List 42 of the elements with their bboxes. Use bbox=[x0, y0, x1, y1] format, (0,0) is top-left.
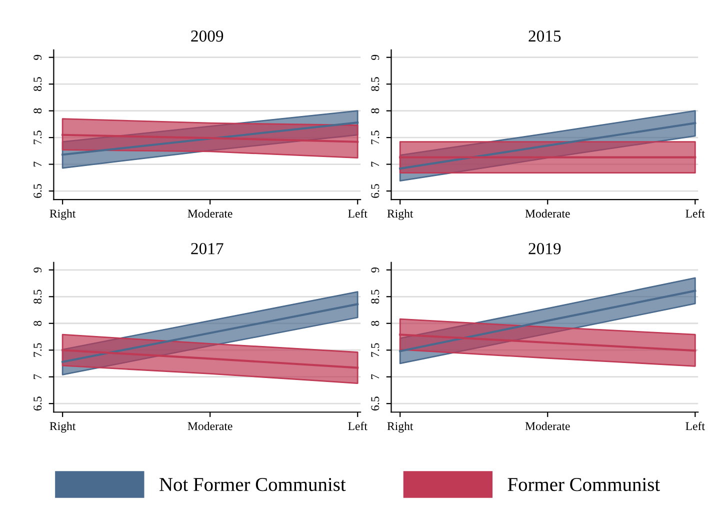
y-tick-label: 6.5 bbox=[34, 184, 42, 198]
x-tick-label: Left bbox=[686, 209, 705, 218]
y-tick-label: 7 bbox=[34, 374, 42, 380]
y-tick-label: 9 bbox=[34, 267, 42, 272]
y-tick-label: 7 bbox=[371, 162, 380, 166]
y-tick-label: 8 bbox=[371, 320, 380, 326]
y-tick-label: 8 bbox=[371, 108, 380, 114]
x-tick-label: Left bbox=[686, 422, 705, 430]
legend-label: Former Communist bbox=[508, 478, 660, 492]
y-tick-label: 9 bbox=[34, 54, 42, 60]
y-tick-label: 7.5 bbox=[34, 343, 42, 357]
y-tick-label: 8.5 bbox=[34, 290, 42, 304]
x-tick-label: Right bbox=[387, 422, 414, 433]
y-tick-label: 8.5 bbox=[34, 77, 42, 92]
y-tick-label: 7.5 bbox=[371, 130, 380, 144]
chart-title: 2015 bbox=[528, 30, 561, 42]
x-tick-label: Left bbox=[348, 422, 368, 430]
y-tick-label: 7 bbox=[34, 162, 42, 166]
x-tick-label: Left bbox=[348, 209, 368, 218]
y-tick-label: 8.5 bbox=[371, 290, 380, 304]
legend-label: Not Former Communist bbox=[160, 478, 346, 492]
y-tick-label: 9 bbox=[371, 54, 380, 60]
x-tick-label: Moderate bbox=[525, 209, 570, 218]
x-tick-label: Right bbox=[50, 422, 76, 433]
chart-title: 2009 bbox=[191, 30, 224, 42]
y-tick-label: 7 bbox=[371, 374, 380, 380]
y-tick-label: 9 bbox=[371, 267, 380, 272]
y-tick-label: 7.5 bbox=[34, 130, 42, 144]
y-tick-label: 8 bbox=[34, 320, 42, 326]
x-tick-label: Right bbox=[50, 209, 76, 220]
x-tick-label: Moderate bbox=[525, 422, 570, 430]
y-tick-label: 6.5 bbox=[371, 184, 380, 198]
y-tick-label: 7.5 bbox=[371, 343, 380, 357]
y-tick-label: 6.5 bbox=[34, 396, 42, 410]
y-tick-label: 8 bbox=[34, 108, 42, 114]
x-tick-label: Moderate bbox=[188, 422, 232, 430]
x-tick-label: Right bbox=[387, 209, 414, 220]
chart-title: 2017 bbox=[191, 243, 224, 254]
chart-title: 2019 bbox=[528, 243, 561, 254]
y-tick-label: 8.5 bbox=[371, 77, 380, 92]
x-tick-label: Moderate bbox=[188, 209, 232, 218]
y-tick-label: 6.5 bbox=[371, 396, 380, 410]
